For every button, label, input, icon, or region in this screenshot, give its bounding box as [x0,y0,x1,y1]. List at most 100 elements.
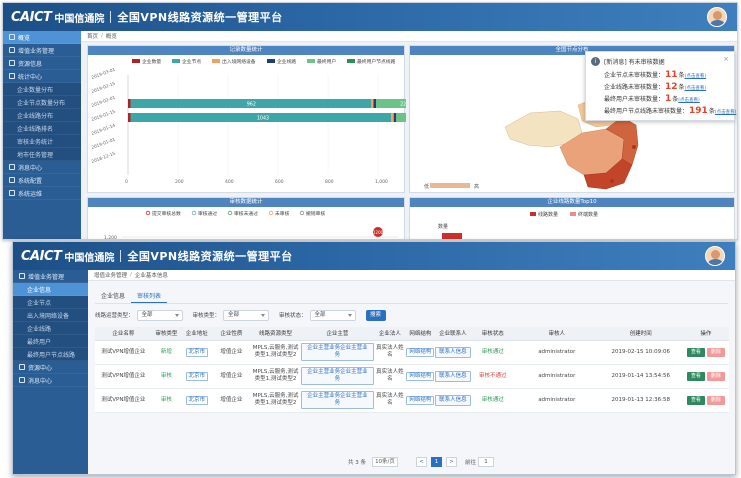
sidebar-item-3[interactable]: 统计中心 [3,70,81,83]
cell-network-structure[interactable]: 网络结构 [406,347,435,357]
breadcrumb-parent[interactable]: 增值业务管理 [94,273,128,279]
pager-page-1[interactable]: 1 [431,457,442,467]
map-legend-high: 高 [474,183,479,190]
panel-title: 企业线路数量Top10 [410,198,734,207]
page-size-select[interactable]: 10条/页 [372,457,398,467]
delete-button[interactable]: 删除 [706,347,725,357]
cell-contact[interactable]: 联系人信息 [435,394,471,406]
table-cell: 新增 [151,340,182,365]
view-button[interactable]: 查看 [686,395,705,405]
sidebar-item-2[interactable]: 资源信息 [3,57,81,70]
breadcrumb-home[interactable]: 首页 [87,34,99,40]
sidebar-item-5[interactable]: 最终用户 [13,335,88,348]
table-cell: 审核 [151,388,182,413]
menu-icon [19,377,25,383]
sidebar-item-3[interactable]: 出入境网络设备 [13,309,88,322]
cell-main-business[interactable]: 企业主营业务企业主营业务 [300,391,375,409]
audit-list-window: CAICT 中国信通院 全国VPN线路资源统一管理平台 增值业务管理 企业信息 企业… [12,241,736,475]
sidebar-item-0[interactable]: 概览 [3,31,81,44]
sidebar-item-7[interactable]: 企业线路排名 [3,122,81,135]
notification-view-link[interactable]: (点击查看) [684,86,707,91]
x-tick-label: 400 [225,179,234,185]
sidebar-item-4[interactable]: 企业数量分布 [3,83,81,96]
audit-line-chart: 提交审核总数 审核通过 审核未通过 未审核 撤销审核 1,200 1200 [104,210,398,239]
sidebar-item-1[interactable]: 企业信息 [13,283,88,296]
cell-contact[interactable]: 联系人信息 [435,370,471,382]
sidebar-item-6[interactable]: 企业线路分布 [3,109,81,122]
sidebar-item-0[interactable]: 增值业务管理 [13,270,88,283]
cell-contact[interactable]: 联系人信息 [435,346,471,358]
close-icon[interactable]: × [723,55,729,63]
sidebar-item-label: 概览 [18,34,31,42]
delete-button[interactable]: 删除 [706,371,725,381]
filter-label-1: 审核类型： [192,313,221,319]
audit-legend-label-4: 撤销审核 [306,210,325,217]
search-button[interactable]: 搜索 [365,309,386,321]
x-tick-label: 0 [125,179,128,185]
view-button[interactable]: 查看 [686,371,705,381]
legend-swatch-1 [172,59,180,63]
table-cell: 真实法人姓名 [374,340,406,365]
sidebar-item-4[interactable]: 企业线路 [13,322,88,335]
filter-select-0[interactable]: 全部 [136,309,183,321]
breadcrumb: 首页 / 概览 [81,31,737,42]
notification-line: 最终用户未审核数量：1条(点击查看) [604,94,700,104]
notification-view-link[interactable]: (点击查看) [678,98,700,103]
filter-select-2[interactable]: 全部 [309,309,356,321]
user-avatar[interactable] [707,7,727,27]
sidebar-item-label: 地市任务管理 [17,151,54,159]
delete-button[interactable]: 删除 [706,395,725,405]
tab-1[interactable]: 审核列表 [131,290,168,303]
table-cell: 联系人信息 [435,388,471,413]
sidebar-item-12[interactable]: 系统运维 [3,187,81,200]
sidebar-item-1[interactable]: 增值业务管理 [3,44,81,57]
audit-legend-label-0: 提交审核总数 [152,210,181,217]
top10-legend-swatch-0 [530,212,536,216]
pagination: 共 3 条 10条/页 < 1 > 前往 1 [348,456,496,468]
menu-icon [9,73,15,79]
cell-resource-type: MPLS,云服务,测试类型1,测试类型2 [252,345,299,358]
sidebar-item-8[interactable]: 消息中心 [13,374,88,387]
cell-network-structure[interactable]: 网络结构 [406,371,435,381]
top10-bar-chart: 线路数量 终端数量 数量 [438,211,598,239]
sidebar-item-label: 最终用户节点线路 [27,351,76,359]
sidebar: 增值业务管理企业信息 企业节点 出入境网络设备 企业线路 最终用户最终用户节点线路资源中… [13,270,88,474]
table-cell: 2019-01-14 13:54:56 [598,364,683,389]
filter-select-1[interactable]: 全部 [223,309,270,321]
table-cell: MPLS,云服务,测试类型1,测试类型2 [250,340,301,365]
sidebar-item-7[interactable]: 资源中心 [13,361,88,374]
column-header: 审核类型 [151,327,182,341]
bar-value-label: 1043 [257,116,269,122]
sidebar-item-label: 审核业务统计 [17,138,54,146]
sidebar-item-6[interactable]: 最终用户节点线路 [13,348,88,361]
view-button[interactable]: 查看 [686,347,705,357]
cell-network-structure[interactable]: 网络结构 [406,395,435,405]
sidebar-item-5[interactable]: 企业节点数量分布 [3,96,81,109]
sidebar-item-10[interactable]: 消息中心 [3,161,81,174]
pager-goto-input[interactable]: 1 [478,457,495,467]
cell-main-business[interactable]: 企业主营业务企业主营业务 [300,367,375,385]
sidebar-item-9[interactable]: 地市任务管理 [3,148,81,161]
pager-next-button[interactable]: > [446,457,457,467]
sidebar-item-label: 增值业务管理 [28,273,65,281]
table-cell: 真实法人姓名 [374,388,406,413]
sidebar-item-label: 企业节点数量分布 [17,99,66,107]
logo-cn: 中国信通院 [64,252,115,264]
pager-prev-button[interactable]: < [416,457,427,467]
table-cell: 测试VPN增值企业 [95,364,152,389]
sidebar-item-11[interactable]: 系统配置 [3,174,81,187]
tab-0[interactable]: 企业信息 [101,293,126,300]
sidebar-item-8[interactable]: 审核业务统计 [3,135,81,148]
column-header: 创建时间 [598,327,683,341]
table-cell-actions: 查看 删除 [682,388,729,413]
logo-en: CAICT [11,9,52,25]
sidebar-item-2[interactable]: 企业节点 [13,296,88,309]
table-row: 测试VPN增值企业 新增 北京市 增值企业 MPLS,云服务,测试类型1,测试类型2 企业… [95,340,729,365]
notification-line: 企业线路未审核数量：12条(点击查看) [604,82,706,92]
notification-view-link[interactable]: (点击查看) [684,74,707,79]
notification-view-link[interactable]: (点击查看) [714,110,737,115]
user-avatar[interactable] [705,246,725,266]
notification-unit: 条 [672,96,679,103]
stacked-bar-chart: 企业数量 企业节点 出入境网络设备 企业线路 最终用户 最终用户节点线路 2019-03-0… [91,58,559,185]
cell-main-business[interactable]: 企业主营业务企业主营业务 [300,343,375,361]
